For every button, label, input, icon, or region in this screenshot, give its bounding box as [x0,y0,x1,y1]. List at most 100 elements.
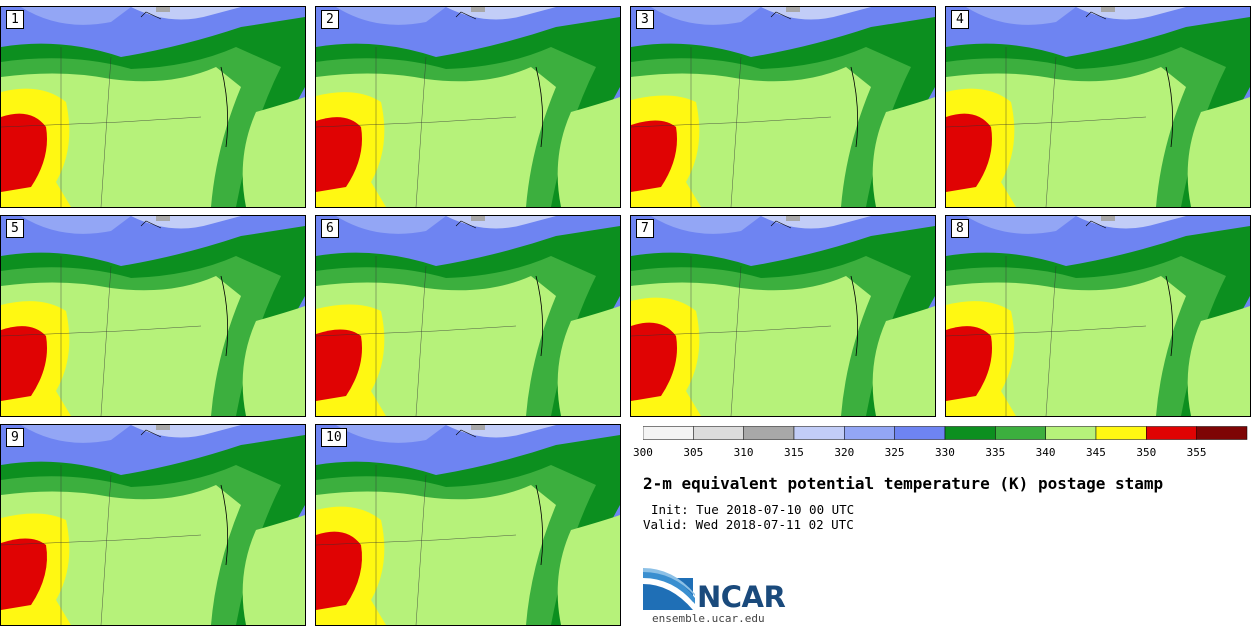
colorbar-tick-label: 335 [985,446,1006,459]
map-field-region [872,306,935,416]
theta-e-map [946,216,1250,416]
panel-number-label: 5 [6,219,24,238]
map-field-region [631,322,677,401]
map-field-region [316,534,517,546]
theta-e-map [1,7,305,207]
map-field-region [220,275,229,357]
colorbar-segment [1146,426,1197,440]
colorbar-tick-label: 310 [733,446,754,459]
map-field-region [1085,11,1107,20]
map-field-region [242,306,305,416]
stamp-panel-8: 8 [945,215,1251,417]
map-field-region [316,116,517,128]
map-field-region [557,306,620,416]
map-field-region [336,425,446,443]
colorbar-tick-label: 315 [784,446,804,459]
stamp-panel-6: 6 [315,215,621,417]
map-field-region [770,11,792,20]
map-field-region [316,329,362,401]
map-field-region [455,220,477,229]
map-field-region [242,515,305,625]
panel-number-label: 6 [321,219,339,238]
map-field-region [690,256,742,416]
stamp-panel-4: 4 [945,6,1251,208]
stamp-panel-10: 10 [315,424,621,626]
map-field-region [471,7,485,12]
map-field-region [316,531,362,610]
colorbar-segment [693,426,744,440]
panel-number-label: 4 [951,10,969,29]
stamp-panel-1: 1 [0,6,306,208]
map-field-region [1005,47,1057,207]
map-field-region [1,538,47,610]
map-field-region [140,429,162,438]
map-field-region [220,66,229,148]
map-field-region [1101,216,1115,221]
map-field-region [1085,220,1107,229]
map-field-region [1,116,202,128]
colorbar-tick-label: 325 [884,446,905,459]
map-field-region [1101,7,1115,12]
theta-e-map [631,7,935,207]
map-field-region [651,216,761,234]
ensemble-url: ensemble.ucar.edu [652,612,765,625]
map-field-region [21,216,131,234]
colorbar-tick-label: 300 [633,446,653,459]
colorbar-tick-label: 345 [1086,446,1106,459]
colorbar-tick-label: 330 [935,446,955,459]
map-field-region [156,7,170,12]
theta-e-map [946,7,1250,207]
theta-e-map [316,216,620,416]
panel-number-label: 9 [6,428,24,447]
map-field-region [631,325,832,337]
map-field-region [946,325,1147,337]
colorbar-tick-label: 340 [1035,446,1056,459]
map-field-region [535,484,544,566]
map-field-region [375,47,427,207]
stamp-panel-3: 3 [630,6,936,208]
init-time: Init: Tue 2018-07-10 00 UTC [651,502,855,517]
colorbar-segment [944,426,996,440]
valid-time: Valid: Wed 2018-07-11 02 UTC [643,517,854,532]
map-field-region [140,220,162,229]
map-field-region [140,11,162,20]
colorbar-segment [995,426,1046,440]
panel-number-label: 7 [636,219,654,238]
map-field-region [1165,66,1174,148]
colorbar-segment [1095,426,1147,440]
theta-e-map [1,425,305,625]
colorbar-segment [844,426,895,440]
map-field-region [1,326,47,401]
map-field-region [631,116,832,128]
colorbar-tick-label: 350 [1136,446,1157,459]
map-field-region [316,325,517,337]
map-field-region [872,97,935,207]
theta-e-map [631,216,935,416]
map-field-region [946,116,1147,128]
map-field-region [786,216,800,221]
panel-number-label: 1 [6,10,24,29]
map-field-region [375,465,427,625]
map-field-region [336,7,446,25]
map-field-region [336,216,446,234]
map-field-region [455,429,477,438]
theta-e-map [316,425,620,625]
map-field-region [1,113,47,192]
colorbar-segment [1045,426,1097,440]
map-field-region [471,425,485,430]
map-field-region [966,7,1076,25]
panel-number-label: 2 [321,10,339,29]
colorbar-segment [643,426,694,440]
map-field-region [21,425,131,443]
map-field-region [557,515,620,625]
colorbar-segment [743,426,795,440]
panel-number-label: 10 [321,428,347,447]
theta-e-map [316,7,620,207]
map-field-region [156,216,170,221]
stamp-panel-2: 2 [315,6,621,208]
map-field-region [557,97,620,207]
colorbar-segment [1196,426,1248,440]
map-field-region [631,120,677,192]
stamp-panel-7: 7 [630,215,936,417]
theta-e-map [1,216,305,416]
